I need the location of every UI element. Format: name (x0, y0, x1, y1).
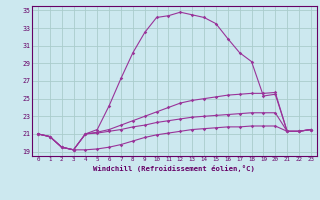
X-axis label: Windchill (Refroidissement éolien,°C): Windchill (Refroidissement éolien,°C) (93, 165, 255, 172)
